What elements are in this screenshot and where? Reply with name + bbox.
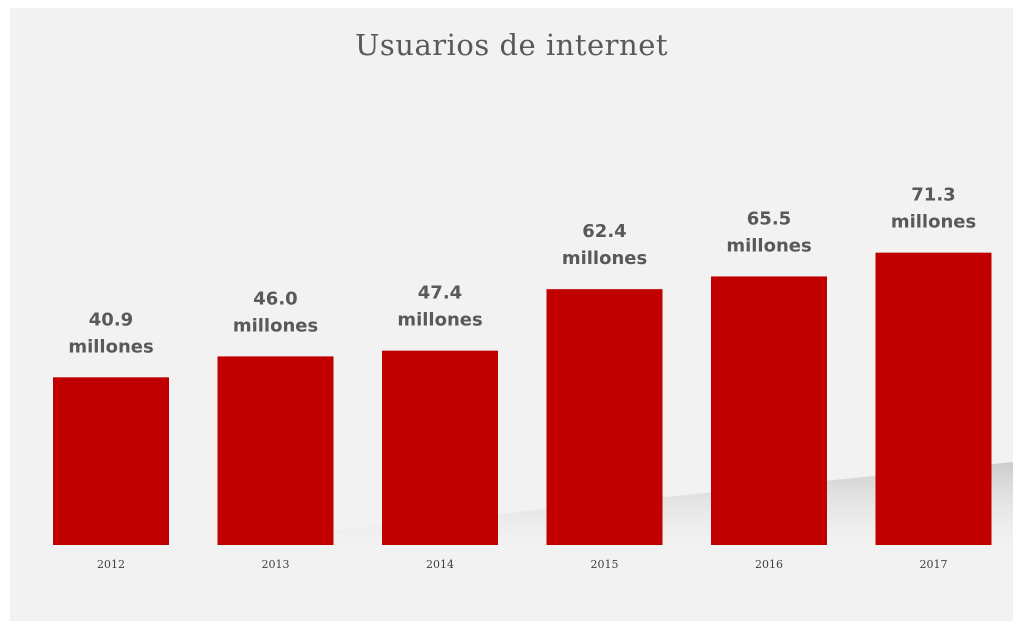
value-label-2016: 65.5 bbox=[747, 208, 791, 229]
x-tick-label-2014: 2014 bbox=[426, 558, 454, 571]
value-label-2015: 62.4 bbox=[582, 221, 626, 242]
x-tick-label-2017: 2017 bbox=[920, 558, 948, 571]
value-label-2017: 71.3 bbox=[911, 185, 955, 206]
unit-label-2016: millones bbox=[726, 235, 811, 256]
bar-2013 bbox=[217, 356, 334, 545]
unit-label-2014: millones bbox=[397, 310, 482, 331]
x-tick-labels-layer: 2012 2013 2014 2015 2016 2017 bbox=[97, 558, 948, 571]
chart-frame: Usuarios de internet 40.9 millones 46.0 mil… bbox=[10, 8, 1013, 621]
value-label-2014: 47.4 bbox=[418, 283, 462, 304]
bar-2014 bbox=[382, 350, 498, 545]
x-tick-label-2012: 2012 bbox=[97, 558, 125, 571]
chart-title: Usuarios de internet bbox=[354, 28, 669, 62]
x-tick-label-2016: 2016 bbox=[755, 558, 783, 571]
value-label-2012: 40.9 bbox=[89, 309, 133, 330]
unit-label-2012: millones bbox=[68, 336, 153, 357]
bar-2016 bbox=[711, 276, 827, 545]
value-label-2013: 46.0 bbox=[253, 288, 297, 309]
bar-2015 bbox=[546, 289, 663, 545]
bar-2017 bbox=[875, 252, 992, 546]
value-labels-layer: 40.9 millones 46.0 millones 47.4 millones 62.4… bbox=[68, 185, 976, 358]
unit-label-2017: millones bbox=[891, 212, 976, 233]
x-tick-label-2015: 2015 bbox=[591, 558, 619, 571]
x-tick-label-2013: 2013 bbox=[262, 558, 290, 571]
bar-chart: 40.9 millones 46.0 millones 47.4 millones 62.4… bbox=[53, 185, 1013, 571]
bars-layer bbox=[53, 252, 992, 546]
unit-label-2015: millones bbox=[562, 248, 647, 269]
bar-2012 bbox=[53, 377, 169, 545]
unit-label-2013: millones bbox=[233, 315, 318, 336]
